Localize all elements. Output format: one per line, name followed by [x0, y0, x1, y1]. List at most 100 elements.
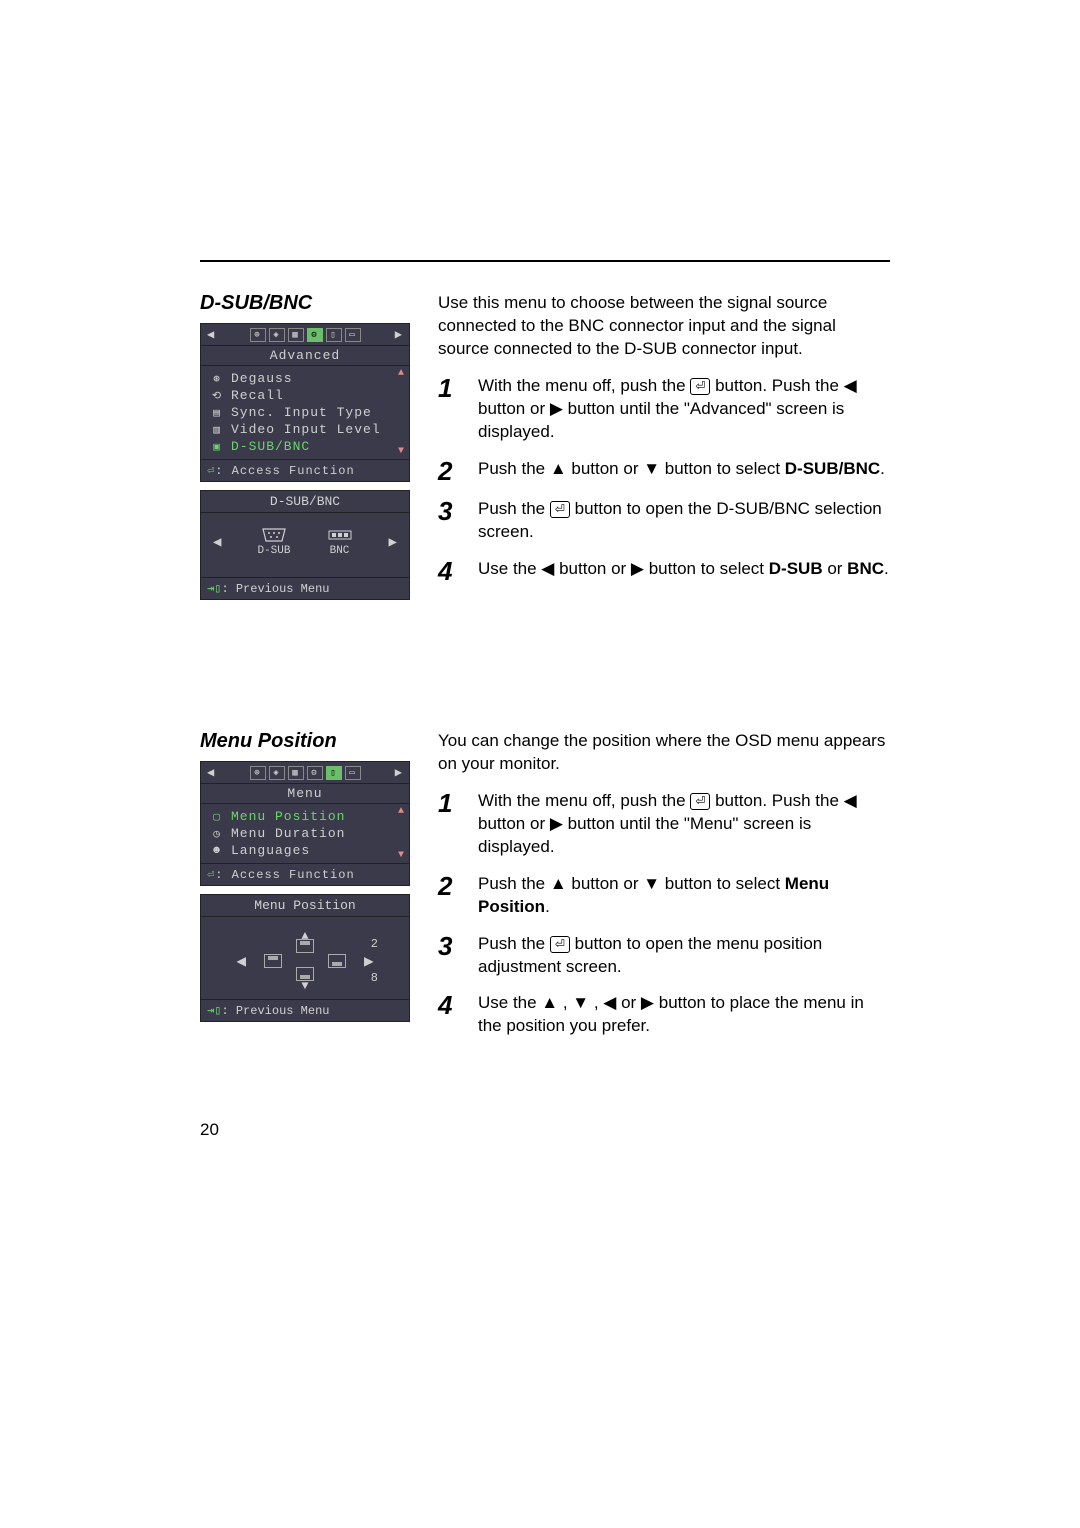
step-number: 3 [438, 933, 462, 979]
page-content: D-SUB/BNC ◀ ⊕ ◈ ▦ ⚙ ▯ ▭ ▶ Advanced [200, 260, 890, 1182]
dsub-bnc-icon: ▣ [209, 440, 225, 454]
osd-title: Advanced [201, 346, 409, 366]
topicon-active: ⚙ [307, 328, 323, 342]
osd-item-label: D-SUB/BNC [231, 439, 310, 454]
step-number: 4 [438, 558, 462, 584]
topicon: ▭ [345, 766, 361, 780]
step: 4 Use the ▲ , ▼ , ◀ or ▶ button to place… [438, 992, 890, 1038]
option-label: D-SUB [257, 545, 290, 557]
nav-left-icon: ◀ [207, 327, 215, 342]
position-icon: ▢ [209, 810, 225, 824]
step-number: 1 [438, 790, 462, 859]
osd-menu-position-submenu: Menu Position ▲ ◀ ▶ [200, 894, 410, 1022]
osd-item: ☻Languages [209, 842, 401, 859]
steps-list: 1 With the menu off, push the ⏎ button. … [438, 375, 890, 584]
position-box-icon [328, 954, 346, 968]
steps-list: 1 With the menu off, push the ⏎ button. … [438, 790, 890, 1038]
osd-item: ⟲Recall [209, 387, 401, 404]
osd-sub-footer: ⇥▯: Previous Menu [201, 577, 409, 599]
osd-sub-body: ◀ D-SUB BNC ▶ [201, 513, 409, 577]
osd-top-icons: ⊕ ◈ ▦ ⚙ ▯ ▭ [250, 328, 361, 342]
osd-topbar: ◀ ⊕ ◈ ▦ ⚙ ▯ ▭ ▶ [201, 762, 409, 784]
right-column: You can change the position where the OS… [438, 730, 890, 1052]
nav-left-icon: ◀ [207, 765, 215, 780]
step: 2 Push the ▲ button or ▼ button to selec… [438, 458, 890, 484]
osd-item-label: Video Input Level [231, 422, 381, 437]
position-box-icon [264, 954, 282, 968]
duration-icon: ◷ [209, 827, 225, 841]
step: 2 Push the ▲ button or ▼ button to selec… [438, 873, 890, 919]
osd-item-label: Degauss [231, 371, 293, 386]
step-text: Push the ▲ button or ▼ button to select … [478, 458, 890, 484]
topicon-active: ▯ [326, 766, 342, 780]
osd-item: ◷ Menu Duration [209, 825, 401, 842]
topicon: ◈ [269, 766, 285, 780]
enter-key-icon: ⏎ [207, 868, 215, 882]
osd-advanced-menu: ◀ ⊕ ◈ ▦ ⚙ ▯ ▭ ▶ Advanced ▲ ⊛Degauss ⟲Rec [200, 323, 410, 482]
step-text: Use the ▲ , ▼ , ◀ or ▶ button to place t… [478, 992, 890, 1038]
grid-number: 2 [371, 937, 378, 951]
step-number: 1 [438, 375, 462, 444]
right-arrow-icon: ▶ [389, 534, 397, 551]
nav-right-icon: ▶ [395, 765, 403, 780]
step: 1 With the menu off, push the ⏎ button. … [438, 375, 890, 444]
dsub-bnc-options: ◀ D-SUB BNC ▶ [207, 527, 403, 557]
step-text: Use the ◀ button or ▶ button to select D… [478, 558, 890, 584]
bnc-connector-icon [327, 527, 353, 543]
section-menu-position: Menu Position ◀ ⊕ ◈ ▦ ⚙ ▯ ▭ ▶ Menu [200, 730, 890, 1052]
step: 4 Use the ◀ button or ▶ button to select… [438, 558, 890, 584]
languages-icon: ☻ [209, 845, 225, 857]
section-title: D-SUB/BNC [200, 292, 410, 315]
osd-footer-label: : Access Function [215, 868, 354, 882]
section-dsub-bnc: D-SUB/BNC ◀ ⊕ ◈ ▦ ⚙ ▯ ▭ ▶ Advanced [200, 292, 890, 600]
section-title: Menu Position [200, 730, 410, 753]
osd-dsub-bnc-submenu: D-SUB/BNC ◀ D-SUB BNC ▶ [200, 490, 410, 600]
back-icon: ⇥▯ [207, 582, 221, 596]
video-level-icon: ▥ [209, 423, 225, 437]
right-column: Use this menu to choose between the sign… [438, 292, 890, 600]
scroll-down-icon: ▼ [398, 446, 405, 457]
osd-topbar: ◀ ⊕ ◈ ▦ ⚙ ▯ ▭ ▶ [201, 324, 409, 346]
step-number: 3 [438, 498, 462, 544]
osd-sub-footer-label: : Previous Menu [221, 1004, 329, 1018]
osd-top-icons: ⊕ ◈ ▦ ⚙ ▯ ▭ [250, 766, 361, 780]
topicon: ▦ [288, 328, 304, 342]
down-arrow-icon: ▼ [301, 979, 308, 993]
osd-item-selected: ▣ D-SUB/BNC [209, 438, 401, 455]
intro-text: You can change the position where the OS… [438, 730, 890, 776]
topicon: ⚙ [307, 766, 323, 780]
degauss-icon: ⊛ [209, 372, 225, 386]
step-number: 2 [438, 458, 462, 484]
back-icon: ⇥▯ [207, 1004, 221, 1018]
enter-button-icon: ⏎ [690, 793, 710, 810]
menu-position-grid: ▲ ◀ ▶ ▼ [230, 931, 380, 989]
topicon: ▭ [345, 328, 361, 342]
topicon: ⊕ [250, 328, 266, 342]
step: 3 Push the ⏎ button to open the D-SUB/BN… [438, 498, 890, 544]
osd-item-label: Menu Duration [231, 826, 345, 841]
osd-item: ▤Sync. Input Type [209, 404, 401, 421]
option-bnc: BNC [327, 527, 353, 557]
step: 1 With the menu off, push the ⏎ button. … [438, 790, 890, 859]
page-number: 20 [200, 1120, 219, 1140]
scroll-up-icon: ▲ [398, 806, 405, 817]
sync-icon: ▤ [209, 406, 225, 420]
osd-item-selected: ▢ Menu Position [209, 808, 401, 825]
step-text: With the menu off, push the ⏎ button. Pu… [478, 790, 890, 859]
scroll-up-icon: ▲ [398, 368, 405, 379]
topicon: ▦ [288, 766, 304, 780]
osd-sub-title: D-SUB/BNC [201, 491, 409, 513]
osd-item: ⊛ Degauss [209, 370, 401, 387]
step-text: Push the ⏎ button to open the D-SUB/BNC … [478, 498, 890, 544]
osd-item: ▥ Video Input Level [209, 421, 401, 438]
step-text: Push the ⏎ button to open the menu posit… [478, 933, 890, 979]
option-dsub: D-SUB [257, 527, 290, 557]
osd-list: ▲ ▢ Menu Position ◷ Menu Duration ☻Languag… [201, 804, 409, 863]
intro-text: Use this menu to choose between the sign… [438, 292, 890, 361]
osd-item-label: Menu Position [231, 809, 345, 824]
nav-right-icon: ▶ [395, 327, 403, 342]
topicon: ▯ [326, 328, 342, 342]
osd-sub-body: ▲ ◀ ▶ ▼ [201, 917, 409, 999]
option-label: BNC [330, 545, 350, 557]
osd-item-label: Recall [231, 388, 284, 403]
